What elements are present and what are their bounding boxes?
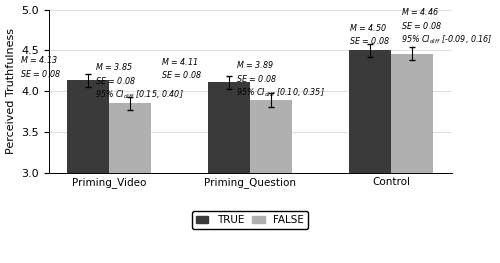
Bar <box>391 54 433 173</box>
Bar <box>109 103 152 173</box>
Bar <box>208 82 250 173</box>
Bar <box>250 100 292 173</box>
Text: $M$ = 3.85
$SE$ = 0.08
95% CI$_{diff}$ [0.15, 0.40]: $M$ = 3.85 $SE$ = 0.08 95% CI$_{diff}$ [… <box>95 61 184 101</box>
Text: $M$ = 4.46
$SE$ = 0.08
95% CI$_{diff}$ [-0.09, 0.16]: $M$ = 4.46 $SE$ = 0.08 95% CI$_{diff}$ [… <box>401 6 492 46</box>
Y-axis label: Perceived Truthfulness: Perceived Truthfulness <box>6 28 16 154</box>
Bar <box>348 50 391 173</box>
Legend: TRUE, FALSE: TRUE, FALSE <box>192 211 308 229</box>
Text: $M$ = 4.50
$SE$ = 0.08: $M$ = 4.50 $SE$ = 0.08 <box>348 22 390 46</box>
Text: $M$ = 4.13
$SE$ = 0.08: $M$ = 4.13 $SE$ = 0.08 <box>20 54 62 79</box>
Text: $M$ = 4.11
$SE$ = 0.08: $M$ = 4.11 $SE$ = 0.08 <box>162 56 202 80</box>
Bar <box>67 80 109 173</box>
Text: $M$ = 3.89
$SE$ = 0.08
95% CI$_{diff}$ [0.10, 0.35]: $M$ = 3.89 $SE$ = 0.08 95% CI$_{diff}$ [… <box>236 59 325 99</box>
